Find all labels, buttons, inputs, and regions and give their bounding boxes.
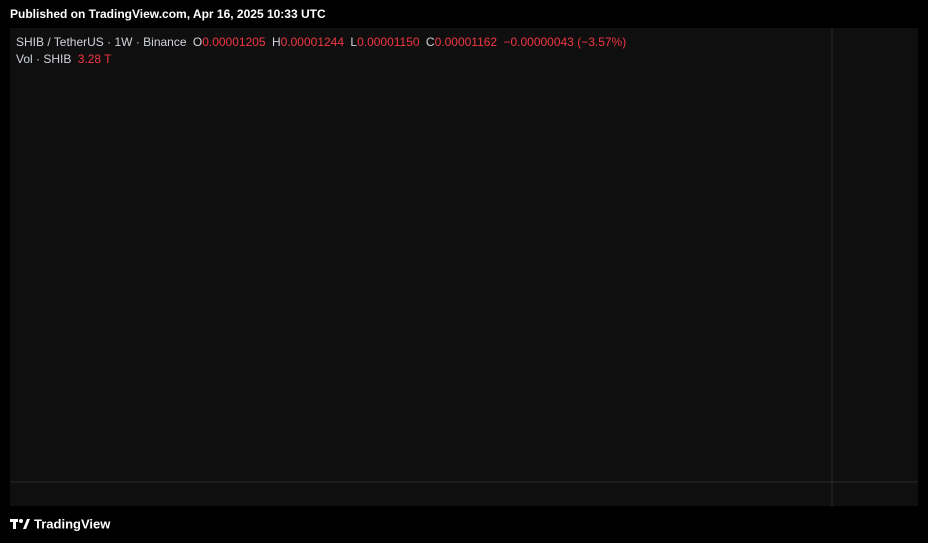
volume-row: Vol · SHIB 3.28 T (16, 52, 115, 66)
ohlc-key: H (271, 35, 281, 49)
ohlc-value: 0.00001162 (434, 35, 498, 49)
published: Published on TradingView.com, Apr 16, 20… (10, 7, 326, 21)
ohlc-key: O (192, 35, 203, 49)
ohlc-value: 0.00001244 (280, 35, 345, 49)
ohlc-value: 0.00001205 (202, 35, 266, 49)
legend-row: SHIB / TetherUS · 1W · Binance O0.000012… (16, 35, 629, 49)
ohlc-key: L (350, 35, 358, 49)
vol-value: 3.28 T (77, 52, 112, 66)
logo (10, 519, 30, 529)
ohlc-value: 0.00001150 (357, 35, 420, 49)
brand: TradingView (34, 516, 111, 531)
change: −0.00000043 (−3.57%) (503, 35, 627, 49)
chart-pane (10, 28, 918, 506)
ohlc-key: C (425, 35, 435, 49)
symbol: SHIB / TetherUS · 1W · Binance (16, 35, 187, 49)
vol-key: Vol · SHIB (16, 52, 72, 66)
